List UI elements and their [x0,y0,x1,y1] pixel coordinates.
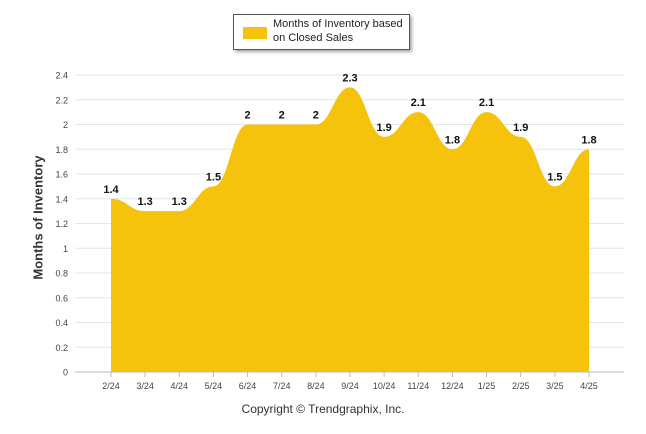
data-label: 2.3 [342,72,357,84]
y-tick-label: 1.2 [55,219,68,229]
data-label: 2 [245,110,251,122]
x-tick-label: 4/24 [171,381,189,391]
y-axis-ticks: 0 0.2 0.4 0.6 0.8 1 1.2 1.4 1.6 1.8 2 2.2 2.4 [55,71,68,378]
area-series [111,87,589,372]
copyright-footer: Copyright © Trendgraphix, Inc. [241,402,405,416]
y-tick-label: 0.2 [55,343,68,353]
legend-label: Months of Inventory based on Closed Sale… [273,18,403,44]
legend-swatch [243,27,267,39]
y-tick-label: 1.6 [55,170,68,180]
y-tick-label: 1.8 [55,145,68,155]
x-tick-label: 3/24 [136,381,154,391]
y-tick-label: 2.4 [55,71,68,81]
data-label: 1.4 [103,184,119,196]
x-tick-label: 12/24 [441,381,464,391]
x-tick-label: 11/24 [407,381,429,391]
x-axis-ticks: 2/24 3/24 4/24 5/24 6/24 7/24 8/24 9/24 10/24 11/… [102,372,598,391]
y-axis-title: Months of Inventory [30,155,46,280]
x-tick-label: 5/24 [205,381,223,391]
x-tick-label: 4/25 [580,381,598,391]
x-tick-label: 7/24 [273,381,291,391]
x-tick-label: 10/24 [373,381,396,391]
data-label: 1.8 [581,134,596,146]
x-tick-label: 2/25 [512,381,530,391]
data-label: 1.5 [547,171,562,183]
data-labels: 1.4 1.3 1.3 1.5 2 2 2 2.3 1.9 2.1 1.8 2.1 1.9 1.5 1.8 [103,72,596,208]
x-tick-label: 9/24 [341,381,359,391]
x-tick-label: 3/25 [546,381,564,391]
data-label: 2 [313,110,319,122]
x-tick-label: 1/25 [478,381,496,391]
y-tick-label: 2.2 [55,95,68,105]
y-tick-label: 0.4 [55,318,68,328]
x-tick-label: 6/24 [239,381,257,391]
data-label: 1.5 [206,171,221,183]
legend: Months of Inventory based on Closed Sale… [233,14,410,50]
data-label: 2.1 [479,97,494,109]
data-label: 1.3 [137,196,152,208]
y-tick-label: 0.6 [55,293,68,303]
y-tick-label: 1.4 [55,194,68,204]
y-tick-label: 0 [63,368,68,378]
data-label: 2.1 [411,97,426,109]
data-label: 2 [279,110,285,122]
y-tick-label: 0.8 [55,269,68,279]
y-tick-label: 2 [63,120,68,130]
data-label: 1.8 [445,134,460,146]
data-label: 1.9 [513,122,528,134]
x-tick-label: 8/24 [307,381,325,391]
x-tick-label: 2/24 [102,381,120,391]
data-label: 1.9 [376,122,391,134]
y-tick-label: 1 [63,244,68,254]
data-label: 1.3 [172,196,187,208]
